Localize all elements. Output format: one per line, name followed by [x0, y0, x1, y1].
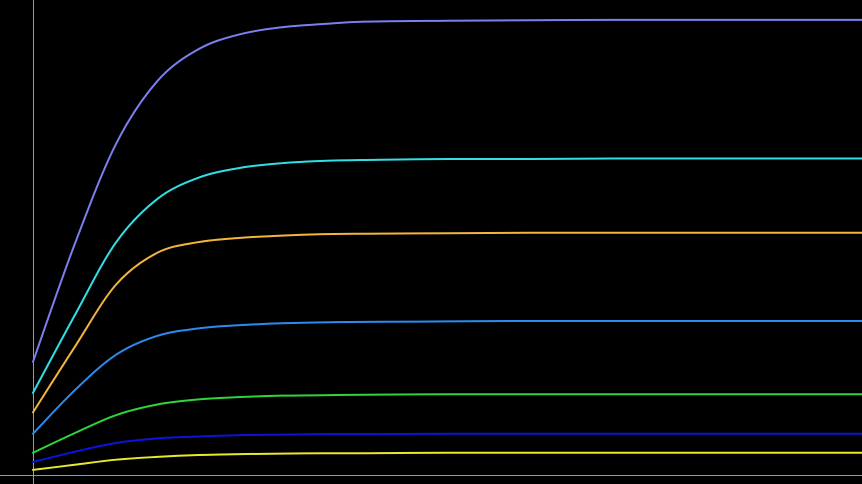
series-line-2	[32, 157, 862, 394]
series-line-7	[32, 451, 862, 471]
series-line-5	[32, 393, 862, 454]
series-line-3	[32, 231, 862, 414]
series-line-6	[32, 432, 862, 464]
series-line-1	[32, 18, 862, 363]
series-line-4	[32, 319, 862, 435]
series-group	[32, 18, 862, 471]
